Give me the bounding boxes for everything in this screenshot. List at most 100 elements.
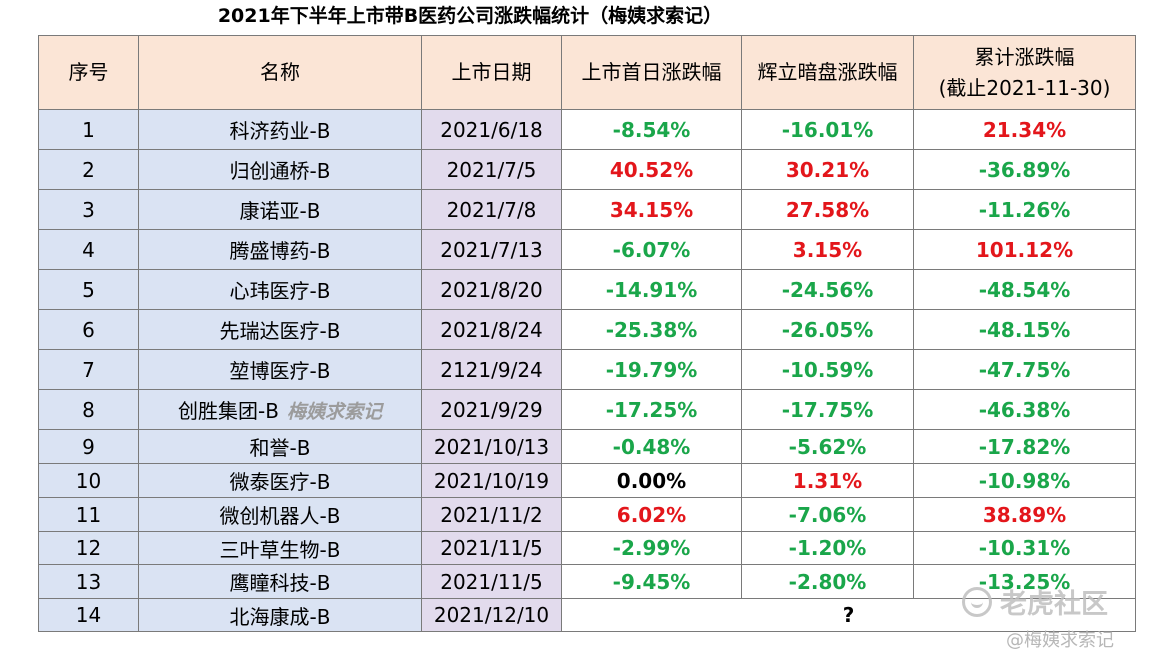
- header-cumulative-cutoff: (截止2021-11-30): [938, 75, 1111, 100]
- table-row: 8 创胜集团-B 梅姨求索记 2021/9/29 -17.25% -17.75% -46.3…: [38, 389, 1136, 430]
- row-seq: 2: [38, 149, 139, 190]
- row-name-text: 腾盛博药-B: [229, 239, 331, 263]
- row-seq: 6: [38, 309, 139, 350]
- row-cumulative-change: -47.75%: [913, 349, 1136, 390]
- page-title: 2021年下半年上市带B医药公司涨跌幅统计（梅姨求索记）: [217, 5, 723, 27]
- row-listing-date: 2021/8/24: [421, 309, 562, 350]
- row-listing-date: 2021/10/19: [421, 463, 562, 498]
- row-cumulative-change: -17.82%: [913, 429, 1136, 464]
- row-name: 创胜集团-B 梅姨求索记: [138, 389, 422, 430]
- row-cumulative-change: 101.12%: [913, 229, 1136, 270]
- row-seq: 12: [38, 531, 139, 565]
- row-cumulative-change: -36.89%: [913, 149, 1136, 190]
- row-name: 鹰瞳科技-B: [138, 564, 422, 599]
- row-name-text: 堃博医疗-B: [229, 359, 331, 383]
- row-name-text: 鹰瞳科技-B: [229, 571, 331, 595]
- row-name: 腾盛博药-B: [138, 229, 422, 270]
- table-row: 9 和誉-B 2021/10/13 -0.48% -5.62% -17.82%: [38, 429, 1136, 464]
- header-cumulative-label: 累计涨跌幅: [974, 44, 1075, 69]
- row-name-text: 归创通桥-B: [229, 159, 331, 183]
- row-name-text: 和誉-B: [249, 436, 311, 460]
- row-listing-date: 2021/8/20: [421, 269, 562, 310]
- row-first-day-change: -25.38%: [561, 309, 742, 350]
- table-row: 11 微创机器人-B 2021/11/2 6.02% -7.06% 38.89%: [38, 497, 1136, 532]
- row-grey-market-change: -24.56%: [741, 269, 914, 310]
- row-name: 科济药业-B: [138, 109, 422, 150]
- row-first-day-change: 40.52%: [561, 149, 742, 190]
- row-listing-date: 2021/7/13: [421, 229, 562, 270]
- row-grey-market-change: -1.20%: [741, 531, 914, 565]
- table-row: 7 堃博医疗-B 2121/9/24 -19.79% -10.59% -47.75%: [38, 349, 1136, 390]
- row-listing-date: 2021/11/2: [421, 497, 562, 532]
- row-first-day-change: 34.15%: [561, 189, 742, 230]
- row-cumulative-change: 38.89%: [913, 497, 1136, 532]
- table-row-pending: 14 北海康成-B 2021/12/10?: [38, 598, 1136, 632]
- row-seq: 7: [38, 349, 139, 390]
- row-listing-date: 2021/10/13: [421, 429, 562, 464]
- inline-watermark: 梅姨求索记: [286, 401, 382, 423]
- row-grey-market-change: -17.75%: [741, 389, 914, 430]
- row-name: 心玮医疗-B: [138, 269, 422, 310]
- table-row: 13 鹰瞳科技-B 2021/11/5 -9.45% -2.80% -13.25%: [38, 564, 1136, 599]
- row-grey-market-change: -2.80%: [741, 564, 914, 599]
- row-name: 三叶草生物-B: [138, 531, 422, 565]
- row-listing-date: 2021/11/5: [421, 531, 562, 565]
- row-grey-market-change: -10.59%: [741, 349, 914, 390]
- table-row: 6 先瑞达医疗-B 2021/8/24 -25.38% -26.05% -48.15%: [38, 309, 1136, 350]
- row-first-day-change: -9.45%: [561, 564, 742, 599]
- header-cumulative-change: 累计涨跌幅 (截止2021-11-30): [913, 35, 1136, 110]
- row-cumulative-change: -48.54%: [913, 269, 1136, 310]
- row-listing-date: 2021/9/29: [421, 389, 562, 430]
- row-seq: 13: [38, 564, 139, 599]
- row-name: 归创通桥-B: [138, 149, 422, 190]
- row-cumulative-change: -11.26%: [913, 189, 1136, 230]
- row-grey-market-change: -5.62%: [741, 429, 914, 464]
- table-row: 5 心玮医疗-B 2021/8/20 -14.91% -24.56% -48.54%: [38, 269, 1136, 310]
- ipo-performance-table: 序号 名称 上市日期 上市首日涨跌幅 辉立暗盘涨跌幅 累计涨跌幅 (截止2021…: [38, 35, 1136, 632]
- row-name-text: 先瑞达医疗-B: [219, 319, 341, 343]
- row-listing-date: 2021/7/5: [421, 149, 562, 190]
- row-seq: 10: [38, 463, 139, 498]
- table-row: 2 归创通桥-B 2021/7/5 40.52% 30.21% -36.89%: [38, 149, 1136, 190]
- row-pending-value: ?: [561, 598, 1136, 632]
- row-grey-market-change: -26.05%: [741, 309, 914, 350]
- row-name: 堃博医疗-B: [138, 349, 422, 390]
- row-name: 和誉-B: [138, 429, 422, 464]
- row-first-day-change: 6.02%: [561, 497, 742, 532]
- row-listing-date: 2021/11/5: [421, 564, 562, 599]
- row-cumulative-change: -10.31%: [913, 531, 1136, 565]
- row-seq: 4: [38, 229, 139, 270]
- row-name-text: 创胜集团-B: [178, 399, 279, 423]
- table-row: 12 三叶草生物-B 2021/11/5 -2.99% -1.20% -10.31%: [38, 531, 1136, 565]
- row-grey-market-change: -16.01%: [741, 109, 914, 150]
- row-name: 康诺亚-B: [138, 189, 422, 230]
- row-first-day-change: -8.54%: [561, 109, 742, 150]
- row-name: 微创机器人-B: [138, 497, 422, 532]
- row-grey-market-change: 1.31%: [741, 463, 914, 498]
- row-first-day-change: -0.48%: [561, 429, 742, 464]
- row-first-day-change: -17.25%: [561, 389, 742, 430]
- row-name-text: 心玮医疗-B: [229, 279, 331, 303]
- row-cumulative-change: -13.25%: [913, 564, 1136, 599]
- row-grey-market-change: 27.58%: [741, 189, 914, 230]
- table-row: 1 科济药业-B 2021/6/18 -8.54% -16.01% 21.34%: [38, 109, 1136, 150]
- row-listing-date: 2021/12/10: [421, 598, 562, 632]
- row-cumulative-change: -46.38%: [913, 389, 1136, 430]
- table-row: 3 康诺亚-B 2021/7/8 34.15% 27.58% -11.26%: [38, 189, 1136, 230]
- row-name: 北海康成-B: [138, 598, 422, 632]
- row-name: 微泰医疗-B: [138, 463, 422, 498]
- row-listing-date: 2021/7/8: [421, 189, 562, 230]
- header-name: 名称: [138, 35, 422, 110]
- row-seq: 5: [38, 269, 139, 310]
- header-first-day-change: 上市首日涨跌幅: [561, 35, 742, 110]
- table-header-row: 序号 名称 上市日期 上市首日涨跌幅 辉立暗盘涨跌幅 累计涨跌幅 (截止2021…: [38, 35, 1136, 110]
- row-first-day-change: -2.99%: [561, 531, 742, 565]
- row-name: 先瑞达医疗-B: [138, 309, 422, 350]
- row-listing-date: 2021/6/18: [421, 109, 562, 150]
- row-cumulative-change: 21.34%: [913, 109, 1136, 150]
- header-grey-market-change: 辉立暗盘涨跌幅: [741, 35, 914, 110]
- row-first-day-change: -19.79%: [561, 349, 742, 390]
- row-seq: 1: [38, 109, 139, 150]
- row-grey-market-change: -7.06%: [741, 497, 914, 532]
- row-name-text: 微泰医疗-B: [229, 470, 331, 494]
